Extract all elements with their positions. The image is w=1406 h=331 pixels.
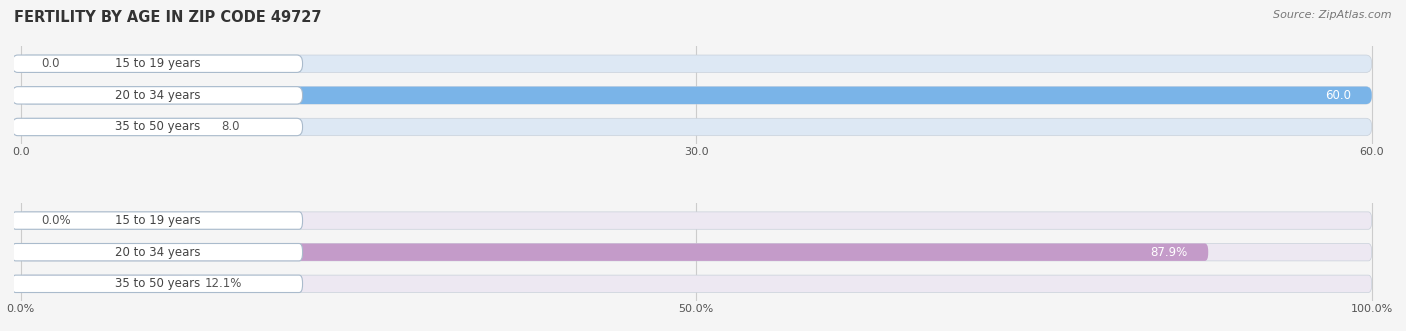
FancyBboxPatch shape: [13, 118, 302, 136]
FancyBboxPatch shape: [21, 118, 201, 136]
FancyBboxPatch shape: [13, 55, 302, 72]
Text: 20 to 34 years: 20 to 34 years: [114, 246, 200, 259]
FancyBboxPatch shape: [13, 275, 302, 293]
Text: FERTILITY BY AGE IN ZIP CODE 49727: FERTILITY BY AGE IN ZIP CODE 49727: [14, 10, 322, 25]
Text: 35 to 50 years: 35 to 50 years: [115, 277, 200, 290]
Text: 60.0: 60.0: [1326, 89, 1351, 102]
FancyBboxPatch shape: [21, 275, 184, 293]
Text: 0.0%: 0.0%: [41, 214, 70, 227]
Text: 20 to 34 years: 20 to 34 years: [114, 89, 200, 102]
FancyBboxPatch shape: [13, 212, 302, 229]
FancyBboxPatch shape: [21, 87, 1372, 104]
FancyBboxPatch shape: [21, 55, 1372, 72]
FancyBboxPatch shape: [21, 212, 1372, 229]
Text: Source: ZipAtlas.com: Source: ZipAtlas.com: [1274, 10, 1392, 20]
Text: 35 to 50 years: 35 to 50 years: [115, 120, 200, 133]
FancyBboxPatch shape: [21, 118, 1372, 136]
Text: 0.0: 0.0: [41, 57, 59, 70]
FancyBboxPatch shape: [13, 244, 302, 261]
FancyBboxPatch shape: [21, 87, 1372, 104]
Text: 87.9%: 87.9%: [1150, 246, 1188, 259]
FancyBboxPatch shape: [13, 87, 302, 104]
Text: 15 to 19 years: 15 to 19 years: [114, 57, 200, 70]
Text: 8.0: 8.0: [221, 120, 239, 133]
Text: 12.1%: 12.1%: [204, 277, 242, 290]
FancyBboxPatch shape: [21, 244, 1208, 261]
Text: 15 to 19 years: 15 to 19 years: [114, 214, 200, 227]
FancyBboxPatch shape: [21, 244, 1372, 261]
FancyBboxPatch shape: [21, 275, 1372, 293]
